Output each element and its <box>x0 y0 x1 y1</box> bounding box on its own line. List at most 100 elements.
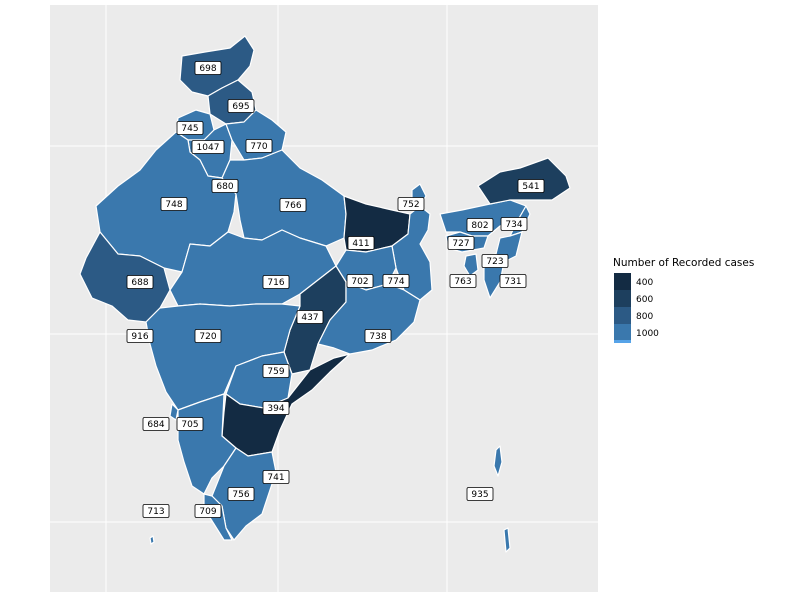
value-label-box <box>245 139 273 153</box>
legend-title: Number of Recorded cases <box>613 257 754 269</box>
value-label: 411 <box>347 236 375 250</box>
value-label-text: 684 <box>147 420 164 430</box>
value-label: 727 <box>447 236 475 250</box>
value-label-text: 680 <box>216 182 233 192</box>
value-label: 916 <box>126 329 154 343</box>
legend: Number of Recorded cases 400 600 800 100… <box>613 257 754 343</box>
value-label: 541 <box>517 179 545 193</box>
value-label-box <box>126 329 154 343</box>
value-label-text: 723 <box>486 257 503 267</box>
value-label-box <box>364 329 392 343</box>
legend-tick-1000: 1000 <box>636 329 659 339</box>
value-label: 684 <box>142 417 170 431</box>
value-label: 688 <box>126 275 154 289</box>
value-label-box <box>160 197 188 211</box>
value-label-text: 734 <box>505 220 522 230</box>
value-label-text: 720 <box>199 332 216 342</box>
region-andaman-islands <box>493 445 503 477</box>
value-label-text: 763 <box>454 277 471 287</box>
value-label-text: 752 <box>402 200 419 210</box>
value-label: 680 <box>211 179 239 193</box>
value-label: 394 <box>262 401 290 415</box>
value-label-box <box>262 364 290 378</box>
value-label: 1047 <box>191 140 225 154</box>
value-label: 774 <box>382 274 410 288</box>
value-label-box <box>142 417 170 431</box>
value-label-text: 770 <box>250 142 267 152</box>
value-label: 802 <box>466 218 494 232</box>
value-label-box <box>447 236 475 250</box>
value-label-box <box>466 218 494 232</box>
value-label-box <box>397 197 425 211</box>
value-label-box <box>499 274 527 288</box>
value-label-box <box>191 140 225 154</box>
value-label-box <box>296 310 324 324</box>
value-label-box <box>346 274 374 288</box>
value-label-box <box>176 417 204 431</box>
value-label-box <box>262 401 290 415</box>
value-label-text: 541 <box>522 182 539 192</box>
value-label-box <box>126 275 154 289</box>
value-label: 752 <box>397 197 425 211</box>
legend-colorbar-600 <box>614 290 631 307</box>
value-label-text: 411 <box>352 239 369 249</box>
legend-tick-600: 600 <box>636 295 653 305</box>
value-label-text: 916 <box>131 332 148 342</box>
value-label: 698 <box>194 61 222 75</box>
value-label: 763 <box>449 274 477 288</box>
value-label-text: 766 <box>284 201 301 211</box>
value-label-box <box>194 329 222 343</box>
value-label: 738 <box>364 329 392 343</box>
value-label: 716 <box>262 275 290 289</box>
value-label: 713 <box>142 504 170 518</box>
value-label: 748 <box>160 197 188 211</box>
legend-colorbar-400 <box>614 273 631 290</box>
region-lakshadweep <box>149 535 155 545</box>
value-label-text: 759 <box>267 367 284 377</box>
value-label: 745 <box>176 121 204 135</box>
value-label: 756 <box>227 487 255 501</box>
value-label-text: 935 <box>471 490 488 500</box>
region-nicobar-islands <box>503 527 511 553</box>
value-label-box <box>227 487 255 501</box>
value-label-text: 756 <box>232 490 249 500</box>
value-label: 766 <box>279 198 307 212</box>
value-label-box <box>466 487 494 501</box>
value-label: 731 <box>499 274 527 288</box>
value-label: 759 <box>262 364 290 378</box>
value-label-text: 695 <box>232 102 249 112</box>
value-label-box <box>279 198 307 212</box>
value-label-text: 731 <box>504 277 521 287</box>
value-label: 705 <box>176 417 204 431</box>
value-label-box <box>449 274 477 288</box>
value-label: 720 <box>194 329 222 343</box>
legend-tick-400: 400 <box>636 278 653 288</box>
value-label: 741 <box>262 470 290 484</box>
value-label: 702 <box>346 274 374 288</box>
value-label-box <box>347 236 375 250</box>
value-label-text: 698 <box>199 64 216 74</box>
legend-colorbar-1000 <box>614 324 631 341</box>
value-label-text: 713 <box>147 507 164 517</box>
value-label-text: 702 <box>351 277 368 287</box>
value-label-box <box>517 179 545 193</box>
value-label-box <box>262 275 290 289</box>
value-label-text: 688 <box>131 278 148 288</box>
value-label-box <box>500 217 528 231</box>
value-label-text: 748 <box>165 200 182 210</box>
value-label-box <box>382 274 410 288</box>
value-label-text: 394 <box>267 404 284 414</box>
value-label-text: 738 <box>369 332 386 342</box>
value-label: 935 <box>466 487 494 501</box>
value-label-box <box>211 179 239 193</box>
value-label-text: 774 <box>387 277 404 287</box>
value-label-box <box>227 99 255 113</box>
value-label: 770 <box>245 139 273 153</box>
value-label-text: 709 <box>199 507 216 517</box>
value-label-box <box>262 470 290 484</box>
region-tripura <box>463 253 479 277</box>
value-label-text: 741 <box>267 473 284 483</box>
legend-tick-800: 800 <box>636 312 653 322</box>
value-label-text: 1047 <box>197 143 220 153</box>
